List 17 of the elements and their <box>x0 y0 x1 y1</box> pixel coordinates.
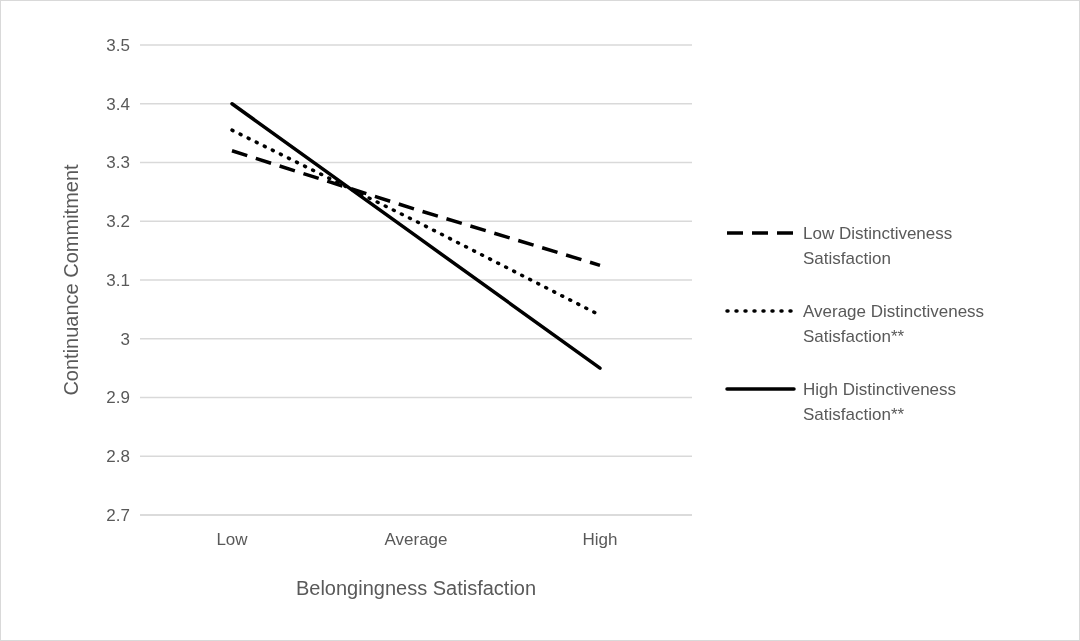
x-tick-label: Average <box>384 530 448 549</box>
x-axis-title: Belongingness Satisfaction <box>295 577 537 599</box>
y-tick-label: 3.4 <box>106 94 130 114</box>
legend-label: Low Distinctiveness Satisfaction <box>803 223 953 268</box>
y-tick-label: 3.2 <box>106 212 130 232</box>
y-tick-label: 2.7 <box>106 505 130 525</box>
legend-label: High Distinctiveness Satisfaction** <box>803 379 957 424</box>
y-tick-label: 3.3 <box>106 153 130 173</box>
x-tick-label: High <box>582 530 618 549</box>
legend-label: Average Distinctiveness Satisfaction** <box>803 301 985 346</box>
x-tick-label: Low <box>216 530 249 549</box>
y-tick-label: 3.5 <box>106 35 130 55</box>
y-tick-label: 3 <box>120 329 130 349</box>
y-tick-label: 2.9 <box>106 388 130 408</box>
y-axis-title: Continuance Commitment <box>60 163 82 396</box>
y-tick-label: 3.1 <box>106 270 130 290</box>
y-tick-label: 2.8 <box>106 447 130 467</box>
